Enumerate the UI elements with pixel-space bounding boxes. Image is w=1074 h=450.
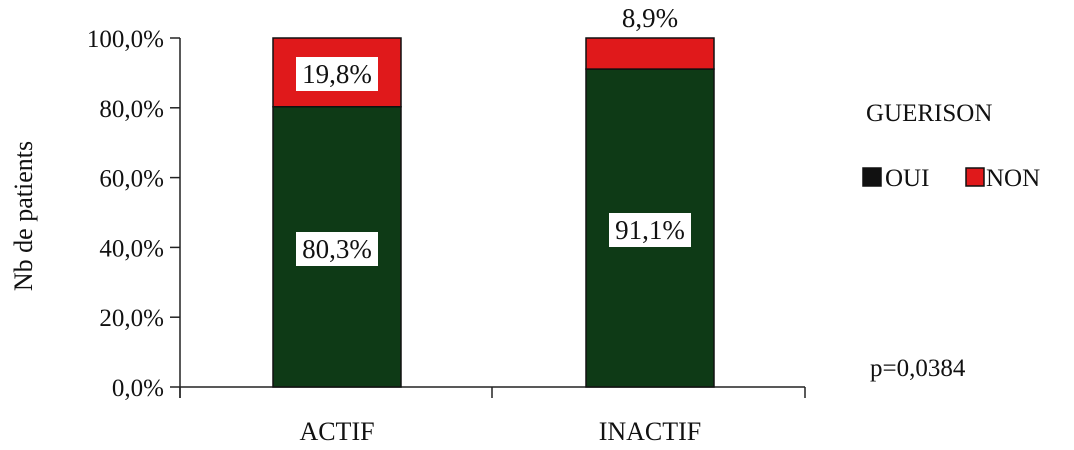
y-axis: 0,0% 20,0% 40,0% 60,0% 80,0% 100,0% [87, 26, 806, 402]
legend-label-oui: OUI [885, 165, 929, 192]
data-label-box [296, 57, 378, 91]
legend-label-non: NON [986, 165, 1040, 192]
x-tick-label: INACTIF [599, 417, 702, 446]
y-tick-label: 40,0% [99, 235, 164, 262]
legend-title: GUERISON [866, 100, 992, 127]
data-label: 8,9% [622, 3, 678, 33]
data-label-box [296, 232, 378, 266]
data-labels: 80,3% 19,8% 91,1% 8,9% [296, 1, 691, 266]
y-axis-label: Nb de patients [9, 141, 38, 291]
y-tick-label: 100,0% [87, 26, 164, 53]
y-tick-label: 20,0% [99, 305, 164, 332]
data-label-box [609, 1, 691, 35]
legend-swatch-non [965, 167, 985, 187]
y-tick-label: 60,0% [99, 166, 164, 193]
x-tick-label: ACTIF [299, 417, 374, 446]
y-tick-label: 0,0% [112, 375, 164, 402]
legend: OUI NON [862, 165, 1040, 192]
bar-non-inactif [585, 37, 715, 70]
y-tick-label: 80,0% [99, 96, 164, 123]
data-label: 19,8% [302, 59, 372, 89]
p-value-annotation: p=0,0384 [870, 355, 966, 382]
data-label: 91,1% [615, 215, 685, 245]
x-axis-labels: ACTIF INACTIF [299, 417, 701, 446]
data-label: 80,3% [302, 234, 372, 264]
data-label-box [609, 213, 691, 247]
legend-swatch-oui [862, 167, 882, 187]
